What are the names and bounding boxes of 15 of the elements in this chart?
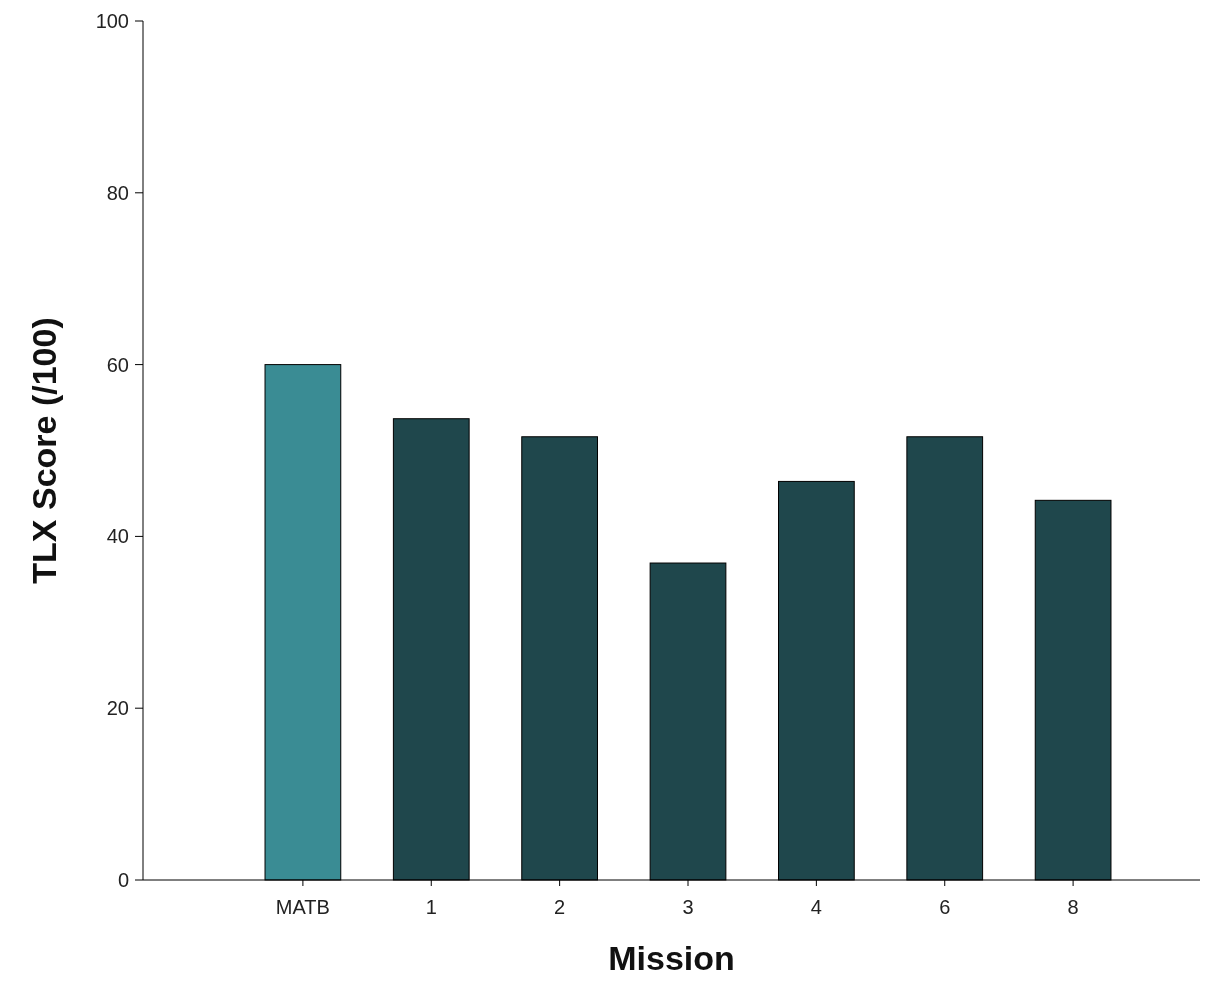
x-tick-label: 4 bbox=[810, 896, 822, 918]
x-axis-title: Mission bbox=[608, 939, 735, 977]
x-tick-label: 8 bbox=[1067, 896, 1079, 918]
x-tick-label: 6 bbox=[939, 896, 951, 918]
x-tick-label: 1 bbox=[425, 896, 437, 918]
x-tick-label: MATB bbox=[275, 896, 330, 918]
y-tick-label: 80 bbox=[106, 181, 129, 204]
y-axis-title: TLX Score (/100) bbox=[25, 317, 63, 584]
y-tick-label: 100 bbox=[95, 10, 129, 32]
x-tick-label: 2 bbox=[554, 896, 566, 918]
y-tick-label: 60 bbox=[106, 353, 129, 376]
y-tick-label: 40 bbox=[106, 525, 129, 548]
y-tick-label: 20 bbox=[106, 697, 129, 720]
y-tick-label: 0 bbox=[117, 869, 129, 891]
x-tick-label: 3 bbox=[682, 896, 694, 918]
